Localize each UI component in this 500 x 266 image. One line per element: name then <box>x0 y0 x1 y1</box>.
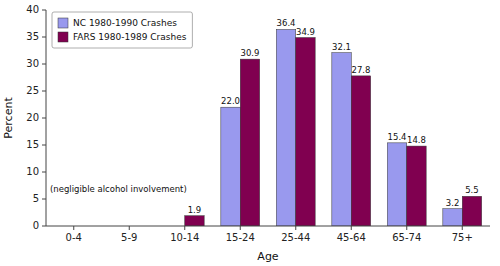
x-tick <box>295 226 296 230</box>
x-tick-label: 45-64 <box>337 232 366 243</box>
bar <box>221 107 240 226</box>
bar <box>185 216 204 226</box>
y-tick-label: 0 <box>33 220 39 231</box>
data-label: 30.9 <box>240 48 259 58</box>
y-tick <box>42 64 46 65</box>
x-tick-label: 0-4 <box>66 232 82 243</box>
x-tick <box>406 226 407 230</box>
y-tick-label: 10 <box>26 166 39 177</box>
data-label: 1.9 <box>188 205 202 215</box>
y-tick-label: 5 <box>33 193 39 204</box>
y-tick-label: 25 <box>26 85 39 96</box>
y-tick <box>42 172 46 173</box>
x-axis <box>46 226 490 227</box>
bar <box>407 146 426 226</box>
y-tick <box>42 226 46 227</box>
x-tick-label: 10-14 <box>170 232 199 243</box>
y-tick-label: 35 <box>26 31 39 42</box>
x-tick-label: 15-24 <box>226 232 255 243</box>
chart: 0 5 10 15 20 25 30 35 40 22.0 36.4 32.1 15.4 3.2 1.9 30… <box>0 0 500 266</box>
y-tick-label: 40 <box>26 4 39 15</box>
y-tick <box>42 145 46 146</box>
x-tick <box>240 226 241 230</box>
bar <box>443 209 462 226</box>
x-tick-label: 5-9 <box>121 232 137 243</box>
data-label: 27.8 <box>351 65 370 75</box>
bar <box>351 76 370 226</box>
y-axis-label: Percent <box>2 97 15 139</box>
x-tick <box>129 226 130 230</box>
data-label: 36.4 <box>277 18 296 28</box>
bar <box>332 53 351 226</box>
legend-box <box>52 12 192 48</box>
x-tick-label: 25-44 <box>281 232 310 243</box>
bar <box>276 29 295 226</box>
bar <box>387 143 406 226</box>
y-axis <box>46 10 47 226</box>
y-tick-label: 15 <box>26 139 39 150</box>
y-tick-label: 20 <box>26 112 39 123</box>
data-label: 5.5 <box>465 185 479 195</box>
annotation: (negligible alcohol involvement) <box>50 184 187 194</box>
legend-swatch <box>58 18 68 28</box>
data-label: 14.8 <box>407 135 426 145</box>
legend-label: NC 1980-1990 Crashes <box>73 18 177 28</box>
bars <box>185 29 482 226</box>
data-label: 22.0 <box>221 96 240 106</box>
y-tick <box>42 118 46 119</box>
y-tick <box>42 91 46 92</box>
x-tick <box>184 226 185 230</box>
x-tick-label: 75+ <box>452 232 473 243</box>
x-tick-label: 65-74 <box>392 232 421 243</box>
bar <box>462 196 481 226</box>
legend-swatch <box>58 32 68 42</box>
y-tick <box>42 199 46 200</box>
x-axis-label: Age <box>257 250 279 263</box>
x-tick <box>351 226 352 230</box>
x-tick <box>73 226 74 230</box>
legend: NC 1980-1990 Crashes FARS 1980-1989 Crash… <box>52 12 192 48</box>
bar <box>296 38 315 226</box>
legend-label: FARS 1980-1989 Crashes <box>73 32 187 42</box>
data-label: 15.4 <box>388 132 407 142</box>
data-label: 34.9 <box>296 27 315 37</box>
x-tick <box>462 226 463 230</box>
bar <box>240 59 259 226</box>
y-tick <box>42 10 46 11</box>
y-tick <box>42 37 46 38</box>
y-tick-label: 30 <box>26 58 39 69</box>
data-label: 3.2 <box>446 198 460 208</box>
data-label: 32.1 <box>332 42 351 52</box>
